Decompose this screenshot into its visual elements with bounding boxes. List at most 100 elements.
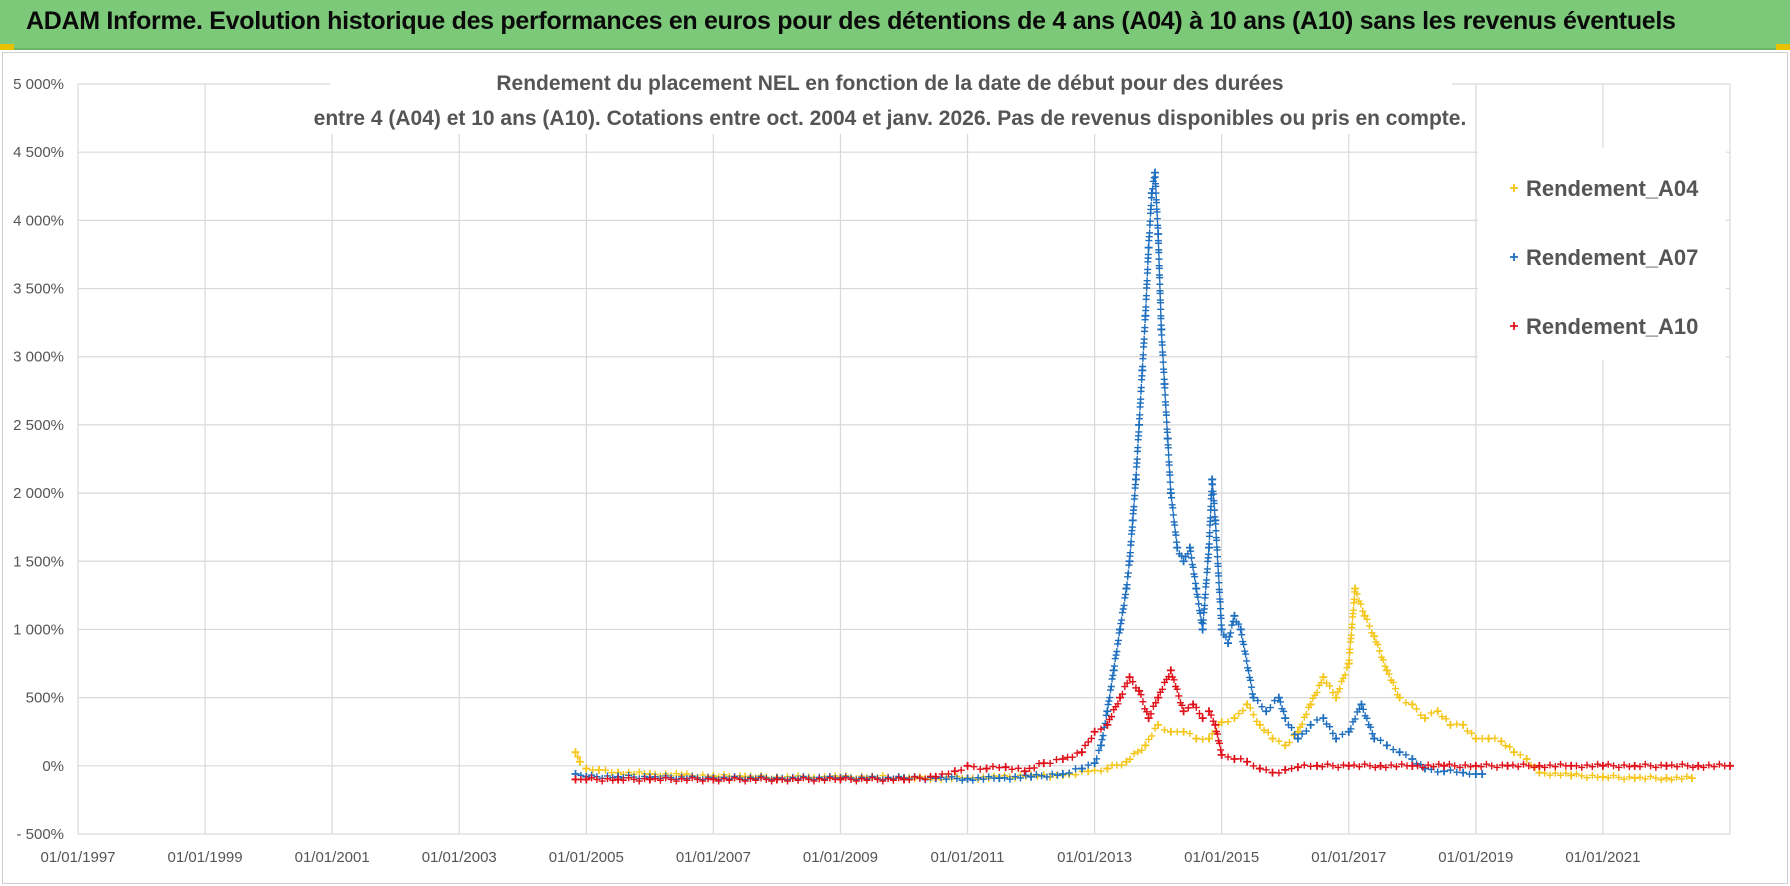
- data-point-fill: [1171, 521, 1179, 529]
- data-point-fill: [1491, 734, 1499, 742]
- data-point: [1408, 700, 1417, 709]
- data-point: [1421, 714, 1430, 723]
- data-point-fill: [1516, 751, 1524, 759]
- data-point-fill: [1163, 418, 1171, 426]
- data-point-fill: [1145, 735, 1153, 743]
- data-point-fill: [1610, 772, 1618, 780]
- data-point-fill: [1072, 765, 1080, 773]
- data-point-fill: [1091, 766, 1099, 774]
- data-point-fill: [1118, 609, 1126, 617]
- data-point: [575, 757, 584, 766]
- data-point-fill: [574, 753, 582, 761]
- legend-entry: Rendement_A07: [1526, 245, 1698, 270]
- data-point-fill: [1216, 739, 1224, 747]
- data-point-fill: [826, 774, 834, 782]
- data-point-fill: [1043, 773, 1051, 781]
- data-point: [1189, 700, 1198, 709]
- data-point-fill: [1195, 600, 1203, 608]
- data-point: [1351, 584, 1360, 593]
- data-point: [1103, 720, 1112, 729]
- x-tick-label: 01/01/2003: [422, 849, 497, 866]
- data-point-fill: [1068, 753, 1076, 761]
- data-point-fill: [1488, 762, 1496, 770]
- data-point-fill: [1298, 730, 1306, 738]
- data-point-fill: [1191, 573, 1199, 581]
- data-point-fill: [1186, 730, 1194, 738]
- data-point-fill: [1108, 675, 1116, 683]
- data-point: [1662, 761, 1671, 770]
- data-point: [1173, 543, 1182, 552]
- data-point-fill: [1463, 727, 1471, 735]
- data-point-fill: [1402, 751, 1410, 759]
- legend-marker: [1510, 184, 1518, 192]
- data-point-fill: [1206, 514, 1214, 522]
- data-point-fill: [1379, 656, 1387, 664]
- data-point-fill: [752, 776, 760, 784]
- data-point-fill: [1249, 762, 1257, 770]
- data-point-fill: [1329, 729, 1337, 737]
- data-point-fill: [1216, 605, 1224, 613]
- data-point-fill: [1368, 730, 1376, 738]
- y-tick-label: 3 500%: [13, 281, 64, 298]
- data-point-fill: [1114, 636, 1122, 644]
- data-point-fill: [1324, 760, 1332, 768]
- data-point: [1131, 475, 1140, 484]
- data-point-fill: [852, 777, 860, 785]
- data-point-fill: [1300, 761, 1308, 769]
- data-point-fill: [810, 777, 818, 785]
- data-point-fill: [1016, 774, 1024, 782]
- legend-background: [1478, 148, 1726, 360]
- data-point-fill: [1130, 750, 1138, 758]
- data-point-fill: [974, 774, 982, 782]
- data-point: [1478, 770, 1487, 778]
- data-point: [900, 775, 908, 784]
- data-point-fill: [1446, 766, 1454, 774]
- data-point-fill: [1359, 607, 1367, 615]
- data-point-fill: [1113, 648, 1121, 656]
- data-point-fill: [1048, 770, 1056, 778]
- data-point-fill: [1288, 765, 1296, 773]
- data-point-fill: [1678, 760, 1686, 768]
- data-point-fill: [1588, 763, 1596, 771]
- data-point-fill: [1427, 709, 1435, 717]
- data-point-fill: [1146, 217, 1154, 225]
- data-point: [1332, 734, 1341, 743]
- data-point: [1122, 757, 1131, 766]
- data-point-fill: [1376, 647, 1384, 655]
- data-point-fill: [672, 777, 680, 785]
- data-point-fill: [1195, 710, 1203, 718]
- legend-marker: [1510, 322, 1518, 330]
- data-point: [1166, 727, 1175, 736]
- data-point: [1198, 714, 1207, 723]
- data-point-fill: [1620, 775, 1628, 783]
- data-point-fill: [805, 775, 813, 783]
- data-point-fill: [789, 775, 797, 783]
- data-point-fill: [1199, 616, 1207, 624]
- data-point-fill: [1196, 609, 1204, 617]
- data-point-fill: [1336, 685, 1344, 693]
- data-point-fill: [1710, 763, 1718, 771]
- data-point: [1535, 761, 1544, 770]
- data-point-fill: [1377, 736, 1385, 744]
- chart-title: Rendement du placement NEL en fonction d…: [314, 62, 1466, 134]
- data-point-fill: [588, 774, 596, 782]
- y-tick-label: 1 000%: [13, 621, 64, 638]
- data-point-fill: [1620, 761, 1628, 769]
- data-point-fill: [1468, 729, 1476, 737]
- data-point-fill: [1203, 565, 1211, 573]
- data-point-fill: [1165, 461, 1173, 469]
- data-point-fill: [683, 776, 691, 784]
- data-point: [1344, 761, 1353, 770]
- data-point-fill: [1546, 761, 1554, 769]
- data-point: [1192, 584, 1201, 593]
- data-point: [1125, 673, 1134, 682]
- data-point-fill: [1641, 775, 1649, 783]
- data-point: [1058, 755, 1067, 763]
- data-point-fill: [1668, 776, 1676, 784]
- data-point-fill: [1153, 199, 1161, 207]
- data-point-fill: [1133, 455, 1141, 463]
- data-point-fill: [1346, 645, 1354, 653]
- data-point: [963, 774, 972, 783]
- x-tick-label: 01/01/2001: [295, 849, 370, 866]
